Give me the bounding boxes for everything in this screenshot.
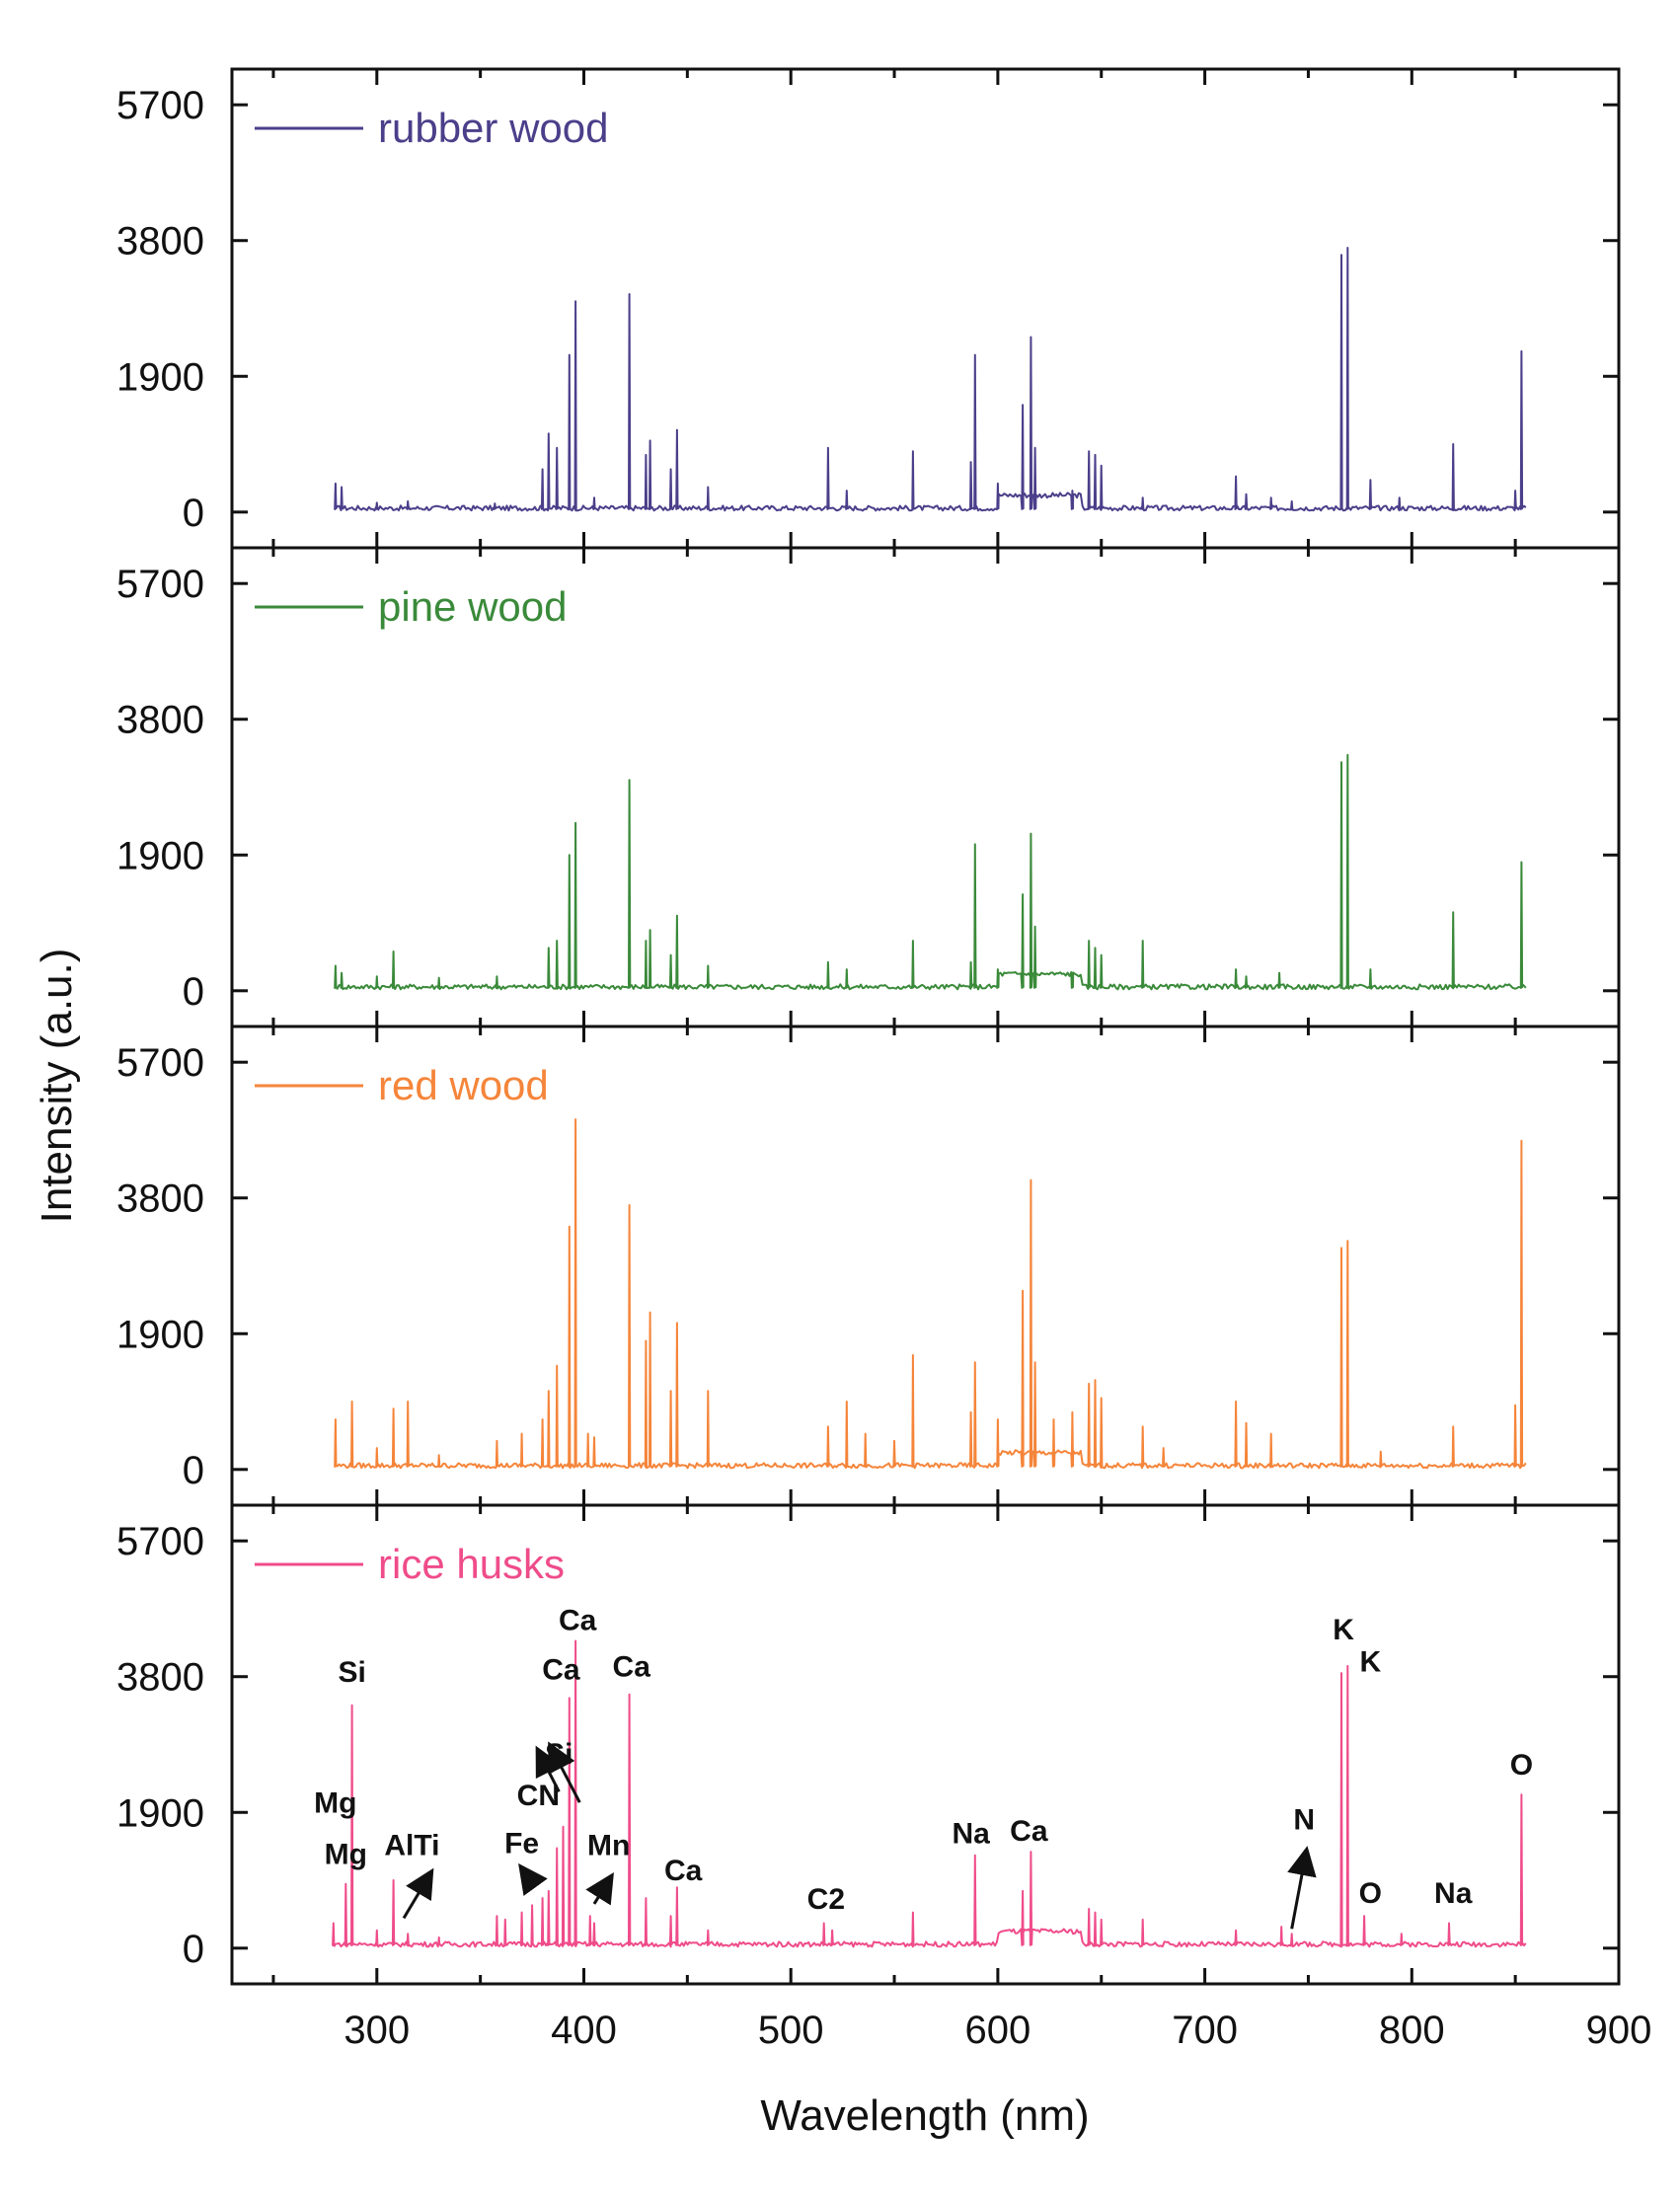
peak-label: Mg bbox=[325, 1838, 367, 1870]
peak-label: Ca bbox=[542, 1654, 580, 1687]
peak-label: C2 bbox=[807, 1883, 845, 1916]
y-tick-label: 5700 bbox=[116, 563, 204, 606]
x-tick-label: 900 bbox=[1586, 2009, 1652, 2052]
y-tick-label: 0 bbox=[183, 1928, 204, 1971]
y-tick-label: 3800 bbox=[116, 1177, 204, 1221]
peak-label: Ca bbox=[559, 1605, 597, 1637]
peak-label: Ca bbox=[1010, 1815, 1048, 1848]
peak-label: K bbox=[1360, 1646, 1382, 1679]
peak-label: AlTi bbox=[384, 1830, 439, 1862]
x-tick-label: 800 bbox=[1379, 2009, 1445, 2052]
y-tick-label: 1900 bbox=[116, 834, 204, 877]
y-tick-label: 1900 bbox=[116, 1791, 204, 1835]
y-axis-title: Intensity (a.u.) bbox=[33, 949, 81, 1224]
peak-label: Mn bbox=[587, 1830, 630, 1862]
x-axis-title: Wavelength (nm) bbox=[760, 2091, 1089, 2140]
panels-layer: 0 1900 3800 5700 rubber wood 0 1900 3800 5700 pin… bbox=[116, 67, 1652, 2052]
peak-label: Ca bbox=[613, 1651, 651, 1684]
y-tick-label: 5700 bbox=[116, 1041, 204, 1085]
legend-label: rice husks bbox=[378, 1541, 565, 1587]
peak-label: Na bbox=[1434, 1877, 1473, 1910]
spectrum-line bbox=[332, 1639, 1527, 1948]
x-tick-label: 700 bbox=[1172, 2009, 1238, 2052]
legend-label: red wood bbox=[378, 1062, 549, 1108]
y-tick-label: 3800 bbox=[116, 1656, 204, 1700]
x-tick-label: 500 bbox=[758, 2009, 824, 2052]
peak-label: Fe bbox=[504, 1828, 539, 1860]
panel-red-wood: 0 1900 3800 5700 red wood bbox=[116, 1025, 1621, 1507]
panel-frame bbox=[230, 1503, 1621, 1986]
annotation-arrow bbox=[518, 1862, 548, 1896]
peak-label: N bbox=[1293, 1804, 1315, 1837]
x-tick-label: 400 bbox=[551, 2009, 617, 2052]
y-tick-label: 1900 bbox=[116, 355, 204, 399]
panel-pine-wood: 0 1900 3800 5700 pine wood bbox=[116, 546, 1621, 1028]
peak-label: CN bbox=[517, 1780, 560, 1812]
y-tick-label: 3800 bbox=[116, 220, 204, 264]
y-tick-label: 3800 bbox=[116, 699, 204, 742]
y-tick-label: 0 bbox=[183, 970, 204, 1014]
panel-rubber-wood: 0 1900 3800 5700 rubber wood bbox=[116, 67, 1621, 550]
legend-label: rubber wood bbox=[378, 105, 608, 151]
x-tick-label: 300 bbox=[344, 2009, 410, 2052]
peak-label: Na bbox=[952, 1817, 990, 1850]
peak-label: O bbox=[1359, 1877, 1382, 1910]
y-tick-label: 0 bbox=[183, 492, 204, 535]
peak-label: Si bbox=[545, 1738, 573, 1771]
panel-rice-husks: 0 1900 3800 5700 rice husks Mg Mg Si AlTi CN Si Fe C… bbox=[116, 1503, 1621, 1986]
peak-label: K bbox=[1333, 1614, 1354, 1646]
spectrum-line bbox=[334, 1118, 1527, 1470]
peak-label: O bbox=[1510, 1749, 1533, 1782]
x-tick-label: 600 bbox=[965, 2009, 1031, 2052]
annotation-arrow bbox=[585, 1872, 614, 1906]
spectrum-line bbox=[334, 247, 1527, 512]
y-tick-label: 1900 bbox=[116, 1313, 204, 1356]
y-tick-label: 5700 bbox=[116, 84, 204, 127]
legend-label: pine wood bbox=[378, 583, 567, 630]
peak-label: Ca bbox=[664, 1855, 703, 1887]
peak-label: Si bbox=[338, 1656, 365, 1689]
annotation-arrow bbox=[402, 1867, 434, 1920]
spectrum-line bbox=[334, 753, 1527, 991]
y-tick-label: 5700 bbox=[116, 1520, 204, 1563]
y-tick-label: 0 bbox=[183, 1449, 204, 1492]
annotation-arrow bbox=[1287, 1846, 1317, 1930]
peak-label: Mg bbox=[314, 1786, 356, 1819]
annotation-arrow bbox=[548, 1741, 581, 1803]
